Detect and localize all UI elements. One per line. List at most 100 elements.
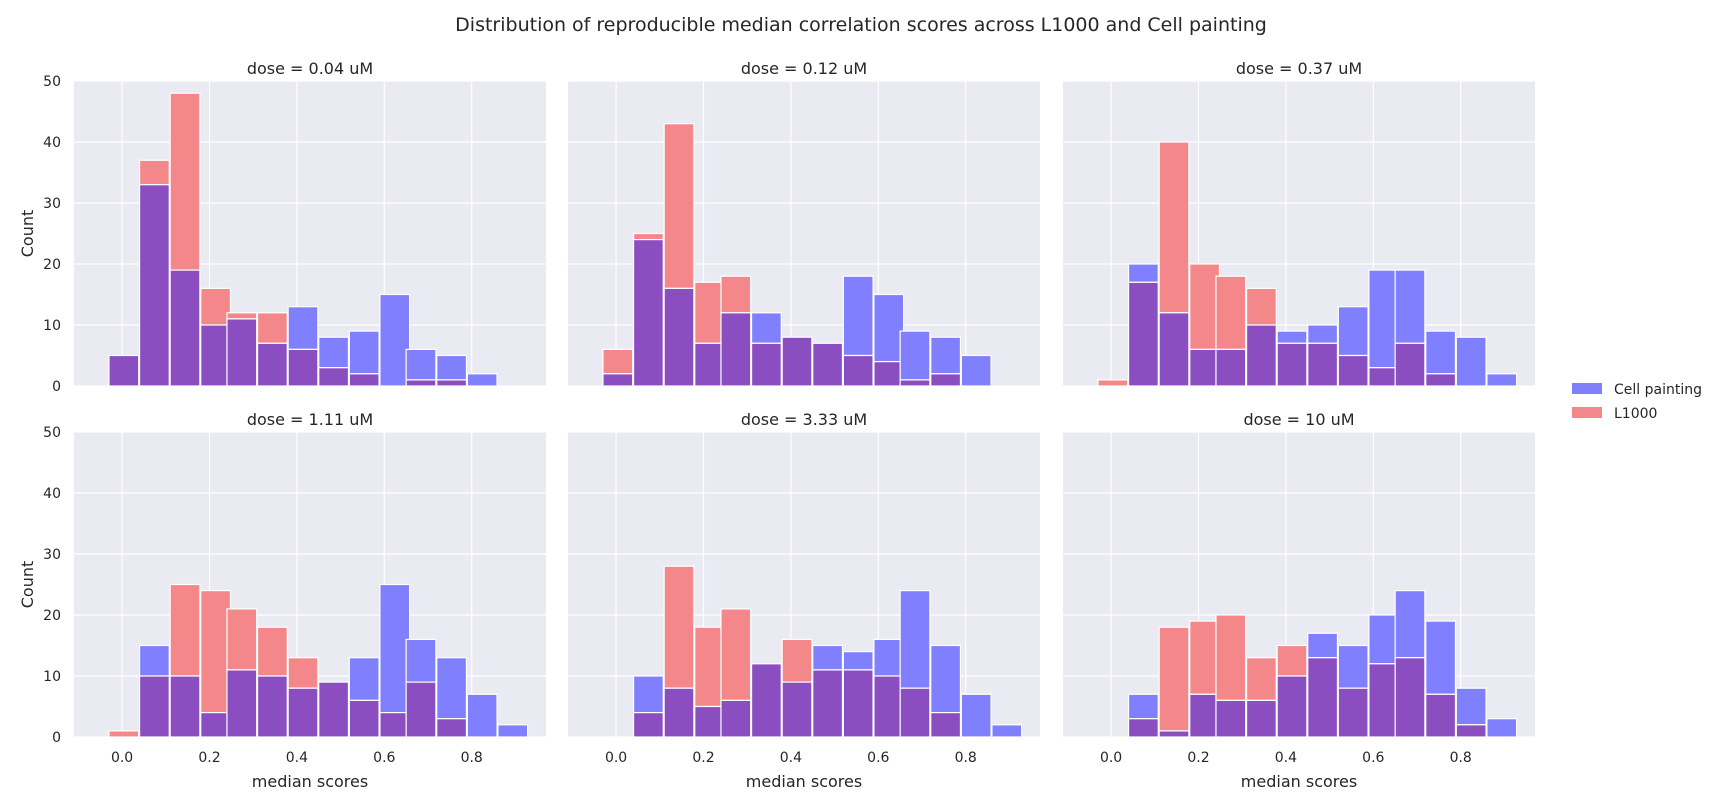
- bar-l1000: [256, 312, 288, 344]
- bar-cell-painting: [405, 638, 437, 683]
- bar-overlap: [930, 373, 962, 387]
- bar-l1000: [256, 626, 288, 677]
- panel-5: dose = 3.33 uM 0.0 0.2 0.4 0.6 0.8 median scor…: [568, 410, 1040, 791]
- bar-l1000: [108, 730, 140, 738]
- bar-overlap: [1215, 348, 1247, 387]
- bar-l1000: [1276, 644, 1308, 677]
- bar-overlap: [1245, 324, 1277, 387]
- x-tick-label: 0.2: [198, 750, 220, 766]
- bar-overlap: [318, 367, 350, 387]
- bar-l1000: [1097, 379, 1129, 387]
- bar-cell-painting: [1394, 589, 1426, 659]
- bar-cell-painting: [1425, 330, 1457, 375]
- bar-overlap: [1215, 699, 1247, 738]
- y-axis-label: Count: [18, 561, 37, 609]
- bar-cell-painting: [873, 293, 905, 363]
- bar-overlap: [348, 699, 380, 738]
- y-tick-label: 30: [43, 196, 61, 212]
- y-tick-label: 0: [52, 730, 61, 746]
- bar-overlap: [632, 239, 664, 387]
- bar-overlap: [1455, 724, 1487, 738]
- bar-cell-painting: [1455, 687, 1487, 726]
- bar-cell-painting: [1307, 324, 1339, 344]
- bar-overlap: [750, 663, 782, 738]
- y-tick-label: 50: [43, 74, 61, 90]
- panel-4: dose = 1.11 uM 0 10 20 30 40 50 Count 0.0 0.2 0.4 0…: [18, 410, 546, 791]
- bar-overlap: [436, 718, 468, 738]
- x-tick-label: 0.0: [111, 750, 133, 766]
- bar-overlap: [1307, 657, 1339, 738]
- bar-overlap: [694, 342, 726, 387]
- y-tick-label: 10: [43, 318, 61, 334]
- bar-l1000: [602, 348, 634, 375]
- bar-l1000: [694, 626, 726, 708]
- bar-l1000: [226, 608, 258, 671]
- bar-overlap: [1425, 693, 1457, 738]
- bar-l1000: [720, 275, 752, 314]
- bar-cell-painting: [899, 589, 931, 689]
- bar-cell-painting: [379, 293, 411, 387]
- bar-cell-painting: [1276, 330, 1308, 344]
- bar-overlap: [138, 675, 170, 738]
- y-tick-label: 40: [43, 486, 61, 502]
- bar-cell-painting: [1368, 614, 1400, 665]
- bar-cell-painting: [873, 638, 905, 677]
- bar-overlap: [781, 681, 813, 738]
- y-tick-label: 50: [43, 425, 61, 441]
- bar-cell-painting: [348, 657, 380, 702]
- x-tick-label: 0.8: [1450, 750, 1472, 766]
- bar-overlap: [694, 705, 726, 738]
- bar-overlap: [842, 354, 874, 387]
- x-tick-label: 0.4: [1275, 750, 1297, 766]
- bar-cell-painting: [632, 675, 664, 714]
- bar-overlap: [812, 342, 844, 387]
- bar-l1000: [663, 123, 695, 289]
- bar-cell-painting: [812, 644, 844, 671]
- panel-2: dose = 0.12 uM: [568, 59, 1040, 387]
- x-tick-label: 0.4: [780, 750, 802, 766]
- bar-overlap: [812, 669, 844, 738]
- bar-overlap: [318, 681, 350, 738]
- bar-cell-painting: [750, 312, 782, 344]
- bar-cell-painting: [842, 275, 874, 357]
- bar-overlap: [287, 348, 319, 387]
- bar-l1000: [200, 589, 232, 714]
- bar-l1000: [226, 312, 258, 320]
- bar-cell-painting: [960, 354, 992, 387]
- bar-overlap: [899, 379, 931, 387]
- bar-overlap: [873, 675, 905, 738]
- y-tick-label: 30: [43, 547, 61, 563]
- bar-cell-painting: [1337, 644, 1369, 689]
- bar-l1000: [1215, 614, 1247, 702]
- y-tick-label: 20: [43, 608, 61, 624]
- bar-l1000: [1215, 275, 1247, 351]
- legend-label: Cell painting: [1614, 382, 1702, 398]
- bar-overlap: [200, 711, 232, 738]
- bar-overlap: [842, 669, 874, 738]
- bar-cell-painting: [1425, 620, 1457, 695]
- bar-overlap: [781, 336, 813, 387]
- panel-title: dose = 0.37 uM: [1236, 59, 1362, 78]
- bar-l1000: [694, 281, 726, 344]
- panel-6: dose = 10 uM 0.0 0.2 0.4 0.6 0.8 median scores: [1063, 410, 1535, 791]
- bar-overlap: [169, 269, 201, 387]
- bar-overlap: [436, 379, 468, 387]
- panel-title: dose = 10 uM: [1243, 410, 1354, 429]
- panel-title: dose = 1.11 uM: [247, 410, 373, 429]
- bar-overlap: [1368, 663, 1400, 738]
- bar-overlap: [405, 379, 437, 387]
- bar-overlap: [663, 687, 695, 738]
- bar-overlap: [226, 318, 258, 387]
- bar-overlap: [720, 699, 752, 738]
- bar-overlap: [287, 687, 319, 738]
- bar-overlap: [1337, 354, 1369, 387]
- bar-overlap: [873, 361, 905, 387]
- x-tick-label: 0.6: [1362, 750, 1384, 766]
- x-tick-label: 0.8: [461, 750, 483, 766]
- bar-overlap: [1276, 342, 1308, 387]
- bar-l1000: [720, 608, 752, 702]
- bar-overlap: [256, 342, 288, 387]
- bar-cell-painting: [1368, 269, 1400, 369]
- x-axis-label: median scores: [746, 772, 862, 791]
- bar-cell-painting: [1337, 306, 1369, 357]
